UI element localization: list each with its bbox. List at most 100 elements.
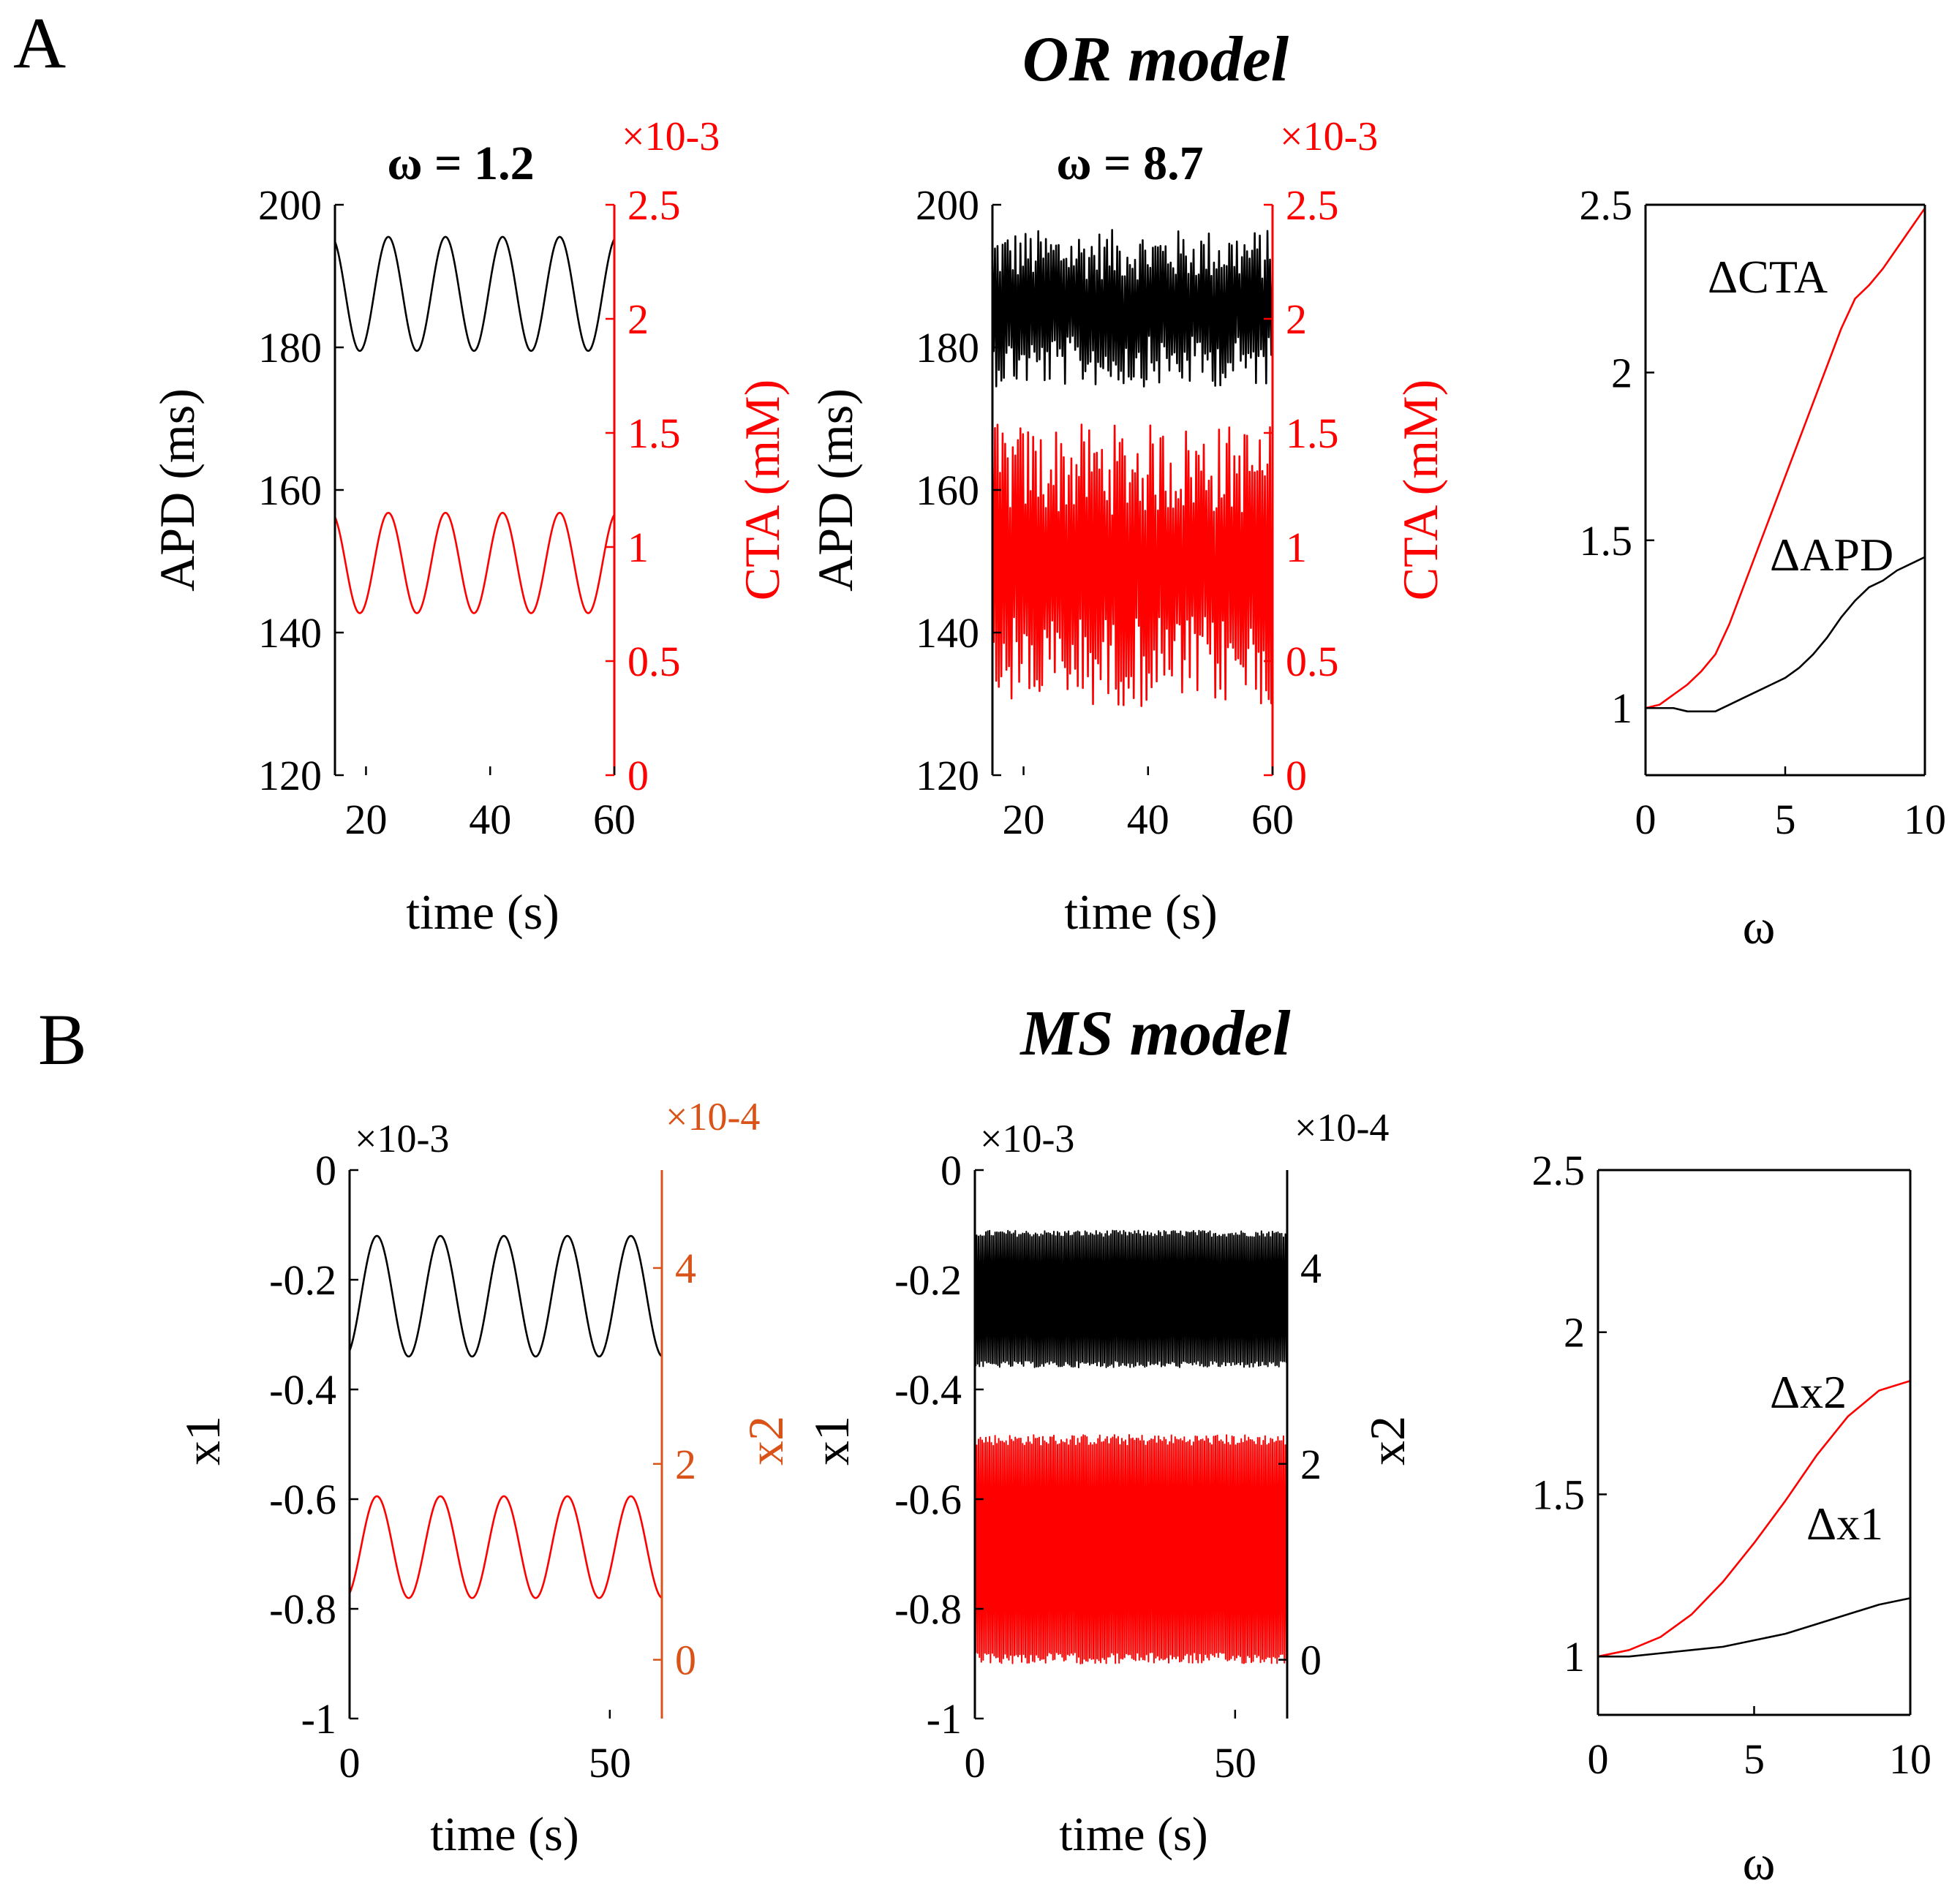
chart-b3-ytick-label-3: 2.5 [1532,1147,1586,1194]
chart-b1-y2tick-label-1: 2 [675,1441,696,1488]
chart-b3-ytick-label-2: 2 [1564,1309,1585,1357]
chart-b1-series-0-line [348,1234,663,1358]
chart-b1-yexponent: ×10-3 [355,1117,449,1161]
chart-b2-ytick-label-2: -0.6 [894,1476,962,1523]
chart-a2-ylabel: APD (ms) [807,388,863,592]
chart-a1-y2label: CTA (mM) [734,380,790,600]
chart-b2-y2tick-label-0: 0 [1300,1637,1322,1684]
chart-a1-y2tick-label-0: 0 [627,752,649,799]
chart-b2-series-1-line [974,1434,1288,1664]
chart-b2-y2exponent: ×10-4 [1294,1106,1389,1150]
chart-a2-xtick-label-0: 20 [1003,796,1045,843]
chart-a2-y2tick-label-5: 2.5 [1286,181,1339,229]
panel-a-label: A [13,2,66,83]
chart-b2-xtick-label-0: 0 [965,1739,986,1787]
chart-b2-series-0-line [974,1229,1288,1368]
chart-a1-ytick-label-4: 200 [258,181,322,229]
chart-b3-xtick-label-0: 0 [1588,1735,1609,1783]
chart-a2-ytick-label-1: 140 [916,609,979,657]
chart-a2-xlabel: time (s) [1064,884,1218,940]
chart-a1-title: ω = 1.2 [387,137,534,190]
chart-a1-ytick-label-2: 160 [258,467,322,514]
chart-a3-ytick-label-1: 1.5 [1580,517,1633,565]
panel-b-label: B [38,999,87,1080]
chart-b1-plot [348,1234,663,1599]
chart-a1: 20 40 60 120 140 160 180 200 0 0.5 1 1.5 2 2.5 ω = 1.… [149,114,790,940]
chart-a1-y2exponent: ×10-3 [622,114,720,159]
chart-b1-y2tick-label-2: 4 [675,1245,696,1292]
chart-a2-series-1-line [991,423,1274,707]
chart-b1-ylabel: x1 [175,1416,230,1466]
chart-b1-series-1-line [348,1495,663,1599]
chart-b2-ytick-label-5: 0 [941,1147,962,1194]
chart-a1-xlabel: time (s) [406,884,559,940]
chart-a3-xtick-label-1: 5 [1775,796,1796,843]
chart-b2-ytick-label-3: -0.4 [894,1366,962,1414]
chart-b1-ytick-label-0: -1 [301,1695,336,1743]
chart-a1-y2tick-label-1: 0.5 [627,638,681,685]
chart-a2-ytick-label-2: 160 [916,467,979,514]
chart-a3-ytick-label-3: 2.5 [1580,181,1633,229]
chart-a3-xlabel: ω [1743,899,1776,954]
chart-b2-yexponent: ×10-3 [980,1117,1074,1161]
chart-b1-ytick-label-4: -0.2 [269,1256,336,1304]
chart-b2-ylabel: x1 [804,1416,859,1466]
chart-b3-ytick-label-0: 1 [1564,1633,1585,1681]
chart-a2-plot [991,229,1274,707]
chart-a3-ytick-label-2: 2 [1611,349,1632,396]
chart-b3-series-1-line [1598,1597,1911,1658]
chart-b1-ytick-label-1: -0.8 [269,1585,336,1633]
chart-a1-y2tick-label-3: 1.5 [627,410,681,457]
chart-a3-plot [1645,207,1926,713]
chart-a2-title: ω = 8.7 [1056,137,1203,190]
chart-b1-y2tick-label-0: 0 [675,1637,696,1684]
chart-b1-ytick-label-3: -0.4 [269,1366,336,1414]
chart-a3-annotation-cta: ΔCTA [1708,251,1828,303]
chart-a2-ytick-label-4: 200 [916,181,979,229]
chart-a2-ytick-label-3: 180 [916,324,979,371]
chart-a3-series-0-line [1645,207,1926,709]
chart-b2-ytick-label-4: -0.2 [894,1256,962,1304]
chart-b2-xlabel: time (s) [1059,1808,1207,1861]
chart-a2-y2tick-label-2: 1 [1286,524,1307,571]
chart-a3-axes: 0 5 10 1 1.5 2 2.5 [1580,181,1947,843]
chart-a2-y2tick-label-1: 0.5 [1286,638,1339,685]
chart-b2-y2label: x2 [1360,1416,1415,1466]
chart-b2-y2tick-label-2: 4 [1300,1245,1322,1292]
chart-b3-annotation-x1: Δx1 [1806,1498,1883,1550]
row-a-title: OR model [1022,24,1289,95]
chart-a1-series-0-line [333,235,616,352]
chart-a2-xtick-label-1: 40 [1127,796,1169,843]
chart-a2-y2tick-label-4: 2 [1286,295,1307,343]
chart-b2-xtick-label-1: 50 [1214,1739,1256,1787]
chart-a2-ytick-label-0: 120 [916,752,979,799]
chart-b1-xlabel: time (s) [430,1808,578,1861]
chart-b1-ytick-label-5: 0 [315,1147,336,1194]
chart-b1-xtick-label-1: 50 [589,1739,631,1787]
chart-b3-xtick-label-2: 10 [1889,1735,1931,1783]
chart-a2-y2tick-label-3: 1.5 [1286,410,1339,457]
chart-a2: 20 40 60 120 140 160 180 200 0 0.5 1 1.5 2 2.5 ω = 8.… [807,114,1448,940]
chart-b2: 0 50 -1 -0.8 -0.6 -0.4 -0.2 0 0 2 4 time (s) x1 x2… [804,1106,1415,1861]
chart-a1-y2tick-label-4: 2 [627,295,649,343]
chart-a2-y2exponent: ×10-3 [1280,114,1378,159]
chart-a1-xtick-label-0: 20 [344,796,387,843]
chart-a3-ytick-label-0: 1 [1611,684,1632,732]
chart-b2-axes: 0 50 -1 -0.8 -0.6 -0.4 -0.2 0 0 2 4 [894,1147,1322,1787]
chart-a1-ytick-label-3: 180 [258,324,322,371]
chart-a1-ytick-label-1: 140 [258,609,322,657]
chart-a2-axes: 20 40 60 120 140 160 180 200 0 0.5 1 1.5 2 2.5 [916,181,1339,843]
chart-a1-axes: 20 40 60 120 140 160 180 200 0 0.5 1 1.5 2 2.5 [258,181,681,843]
chart-a3-xtick-label-0: 0 [1635,796,1656,843]
chart-b2-plot [974,1229,1288,1664]
chart-a1-series-1-line [333,511,616,614]
chart-a1-ytick-label-0: 120 [258,752,322,799]
chart-b1-y2exponent: ×10-4 [666,1095,760,1139]
chart-a2-series-0-line [991,229,1274,388]
chart-a2-y2label: CTA (mM) [1392,380,1448,600]
chart-b3-xlabel: ω [1743,1835,1776,1886]
chart-a1-xtick-label-2: 60 [593,796,636,843]
chart-b2-ytick-label-1: -0.8 [894,1585,962,1633]
